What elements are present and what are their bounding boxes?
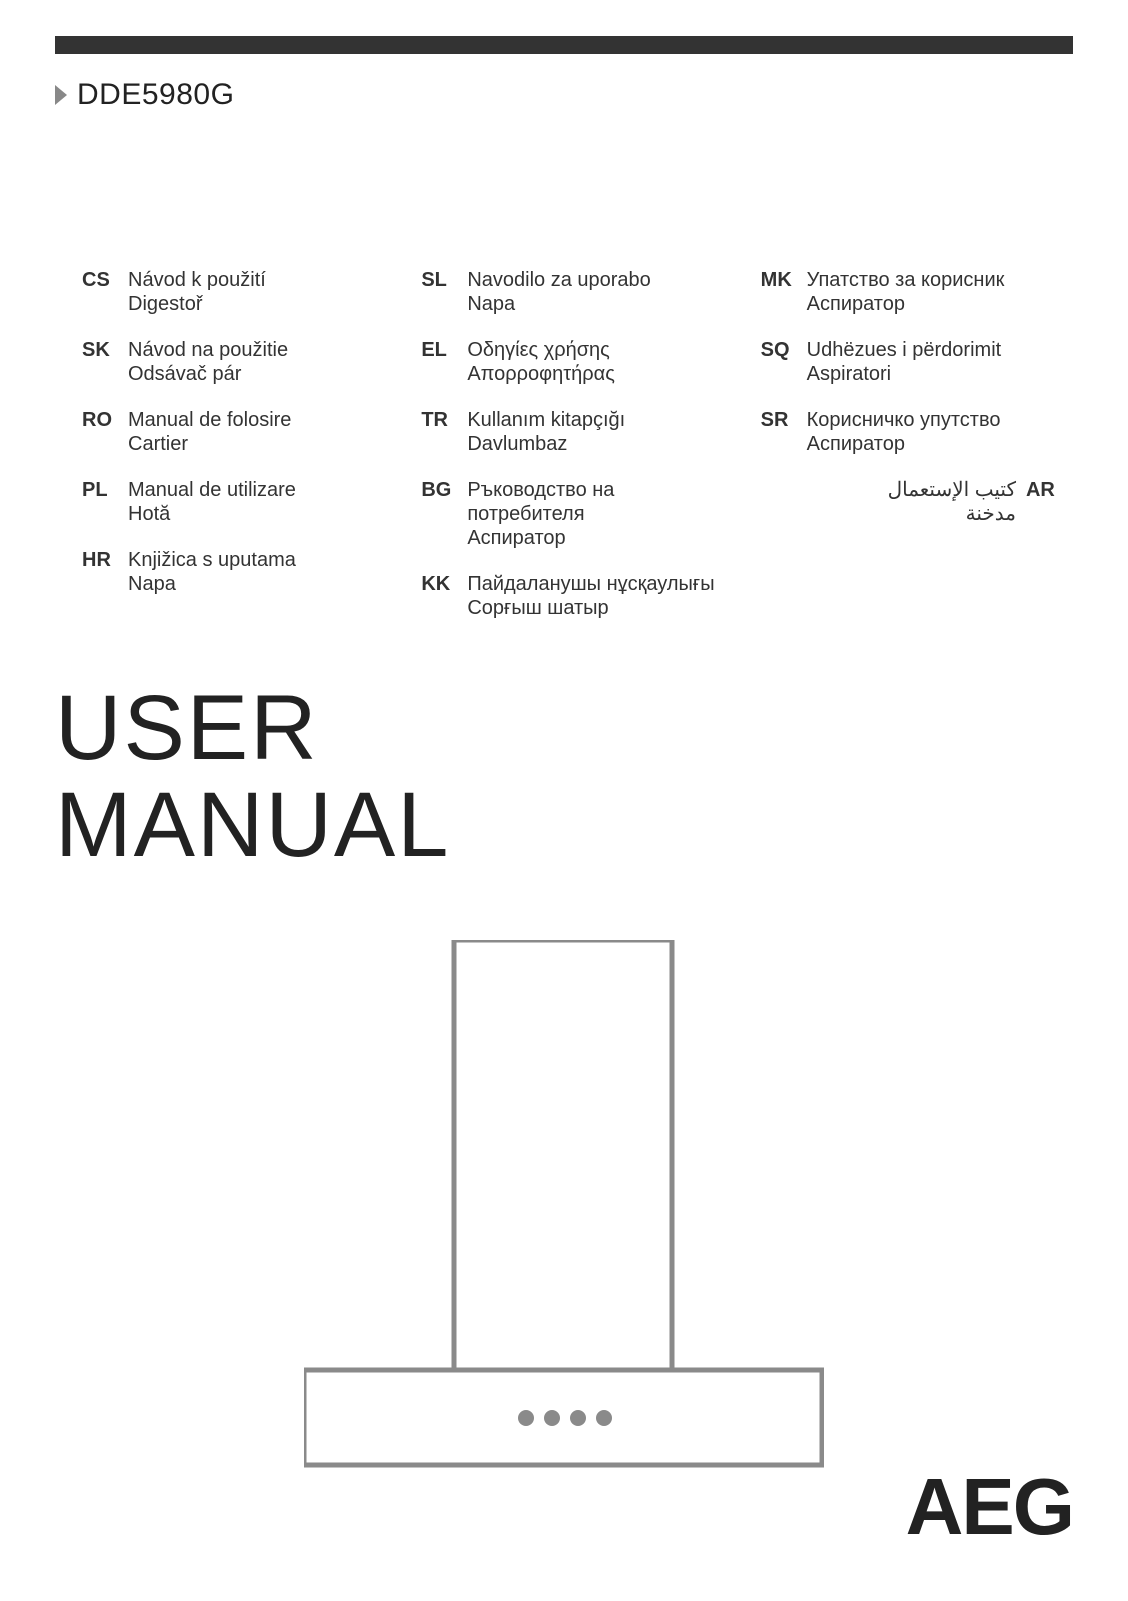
language-text: Návod k použitíDigestoř: [128, 268, 266, 316]
language-product-name: Napa: [467, 292, 650, 316]
language-code: SR: [761, 408, 797, 432]
language-entry: CS Návod k použitíDigestoř: [82, 268, 383, 316]
language-code: TR: [421, 408, 457, 432]
language-code: HR: [82, 548, 118, 572]
language-text: Пайдаланушы нұсқаулығыСорғыш шатыр: [467, 572, 714, 620]
language-text: Упатство за корисникАспиратор: [807, 268, 1005, 316]
header-bar: [55, 36, 1073, 54]
language-text: Navodilo za uporaboNapa: [467, 268, 650, 316]
language-text: Οδηγίες χρήσηςΑπορροφητήρας: [467, 338, 615, 386]
language-text: Návod na použitieOdsávač pár: [128, 338, 288, 386]
language-product-name: Аспиратор: [807, 432, 1001, 456]
language-code: SL: [421, 268, 457, 292]
language-entry: PL Manual de utilizareHotă: [82, 478, 383, 526]
language-entry: HR Knjižica s uputamaNapa: [82, 548, 383, 596]
language-product-name: Davlumbaz: [467, 432, 625, 456]
language-manual-title: Ръководство на потребителя: [467, 478, 722, 526]
language-product-name: Аспиратор: [807, 292, 1005, 316]
language-manual-title: Manual de folosire: [128, 408, 291, 432]
language-entry: SL Navodilo za uporaboNapa: [421, 268, 722, 316]
language-entry: SK Návod na použitieOdsávač pár: [82, 338, 383, 386]
language-manual-title: Kullanım kitapçığı: [467, 408, 625, 432]
language-code: EL: [421, 338, 457, 362]
language-column: CS Návod k použitíDigestoř SK Návod na použ…: [82, 268, 383, 620]
language-column: SL Navodilo za uporaboNapa EL Οδηγίες χρήση…: [421, 268, 722, 620]
language-product-name: Аспиратор: [467, 526, 722, 550]
language-text: Udhëzues i përdorimitAspiratori: [807, 338, 1002, 386]
language-entry: EL Οδηγίες χρήσηςΑπορροφητήρας: [421, 338, 722, 386]
language-text: Корисничко упутствоАспиратор: [807, 408, 1001, 456]
language-manual-title: Οδηγίες χρήσης: [467, 338, 615, 362]
language-manual-title: Knjižica s uputama: [128, 548, 296, 572]
language-list: CS Návod k použitíDigestoř SK Návod na použ…: [82, 268, 1062, 620]
language-text: Ръководство на потребителяАспиратор: [467, 478, 722, 550]
language-text: Kullanım kitapçığıDavlumbaz: [467, 408, 625, 456]
language-entry: TR Kullanım kitapçığıDavlumbaz: [421, 408, 722, 456]
language-code: RO: [82, 408, 118, 432]
chevron-right-icon: [55, 85, 67, 105]
language-code: KK: [421, 572, 457, 596]
language-code: SK: [82, 338, 118, 362]
model-number: DDE5980G: [77, 78, 234, 112]
brand-logo: AEG: [906, 1461, 1073, 1553]
model-row: DDE5980G: [55, 78, 234, 112]
language-text: كتيب الإستعمالمدخنة: [888, 478, 1016, 526]
language-product-name: Aspiratori: [807, 362, 1002, 386]
language-code: PL: [82, 478, 118, 502]
language-text: Manual de folosireCartier: [128, 408, 291, 456]
document-title: USER MANUAL: [55, 680, 450, 873]
language-code: SQ: [761, 338, 797, 362]
language-entry: MK Упатство за корисникАспиратор: [761, 268, 1062, 316]
language-entry: RO Manual de folosireCartier: [82, 408, 383, 456]
hood-illustration: [304, 940, 824, 1470]
language-manual-title: كتيب الإستعمال: [888, 478, 1016, 502]
language-code: BG: [421, 478, 457, 502]
language-code: CS: [82, 268, 118, 292]
title-line-2: MANUAL: [55, 777, 450, 874]
title-line-1: USER: [55, 680, 450, 777]
language-product-name: مدخنة: [888, 502, 1016, 526]
language-entry: AR كتيب الإستعمالمدخنة: [761, 478, 1062, 526]
language-product-name: Απορροφητήρας: [467, 362, 615, 386]
language-product-name: Сорғыш шатыр: [467, 596, 714, 620]
language-product-name: Digestoř: [128, 292, 266, 316]
language-manual-title: Návod na použitie: [128, 338, 288, 362]
language-entry: KK Пайдаланушы нұсқаулығыСорғыш шатыр: [421, 572, 722, 620]
language-manual-title: Navodilo za uporabo: [467, 268, 650, 292]
language-entry: SQ Udhëzues i përdorimitAspiratori: [761, 338, 1062, 386]
language-entry: BG Ръководство на потребителяАспиратор: [421, 478, 722, 550]
language-product-name: Odsávač pár: [128, 362, 288, 386]
language-product-name: Hotă: [128, 502, 296, 526]
language-manual-title: Упатство за корисник: [807, 268, 1005, 292]
language-manual-title: Návod k použití: [128, 268, 266, 292]
language-manual-title: Корисничко упутство: [807, 408, 1001, 432]
language-text: Manual de utilizareHotă: [128, 478, 296, 526]
language-column: MKУпатство за корисникАспираторSQUdhëzue…: [761, 268, 1062, 620]
language-product-name: Napa: [128, 572, 296, 596]
language-text: Knjižica s uputamaNapa: [128, 548, 296, 596]
language-manual-title: Udhëzues i përdorimit: [807, 338, 1002, 362]
language-manual-title: Пайдаланушы нұсқаулығы: [467, 572, 714, 596]
language-code: AR: [1026, 478, 1062, 502]
language-code: MK: [761, 268, 797, 292]
language-product-name: Cartier: [128, 432, 291, 456]
language-manual-title: Manual de utilizare: [128, 478, 296, 502]
language-entry: SR Корисничко упутствоАспиратор: [761, 408, 1062, 456]
